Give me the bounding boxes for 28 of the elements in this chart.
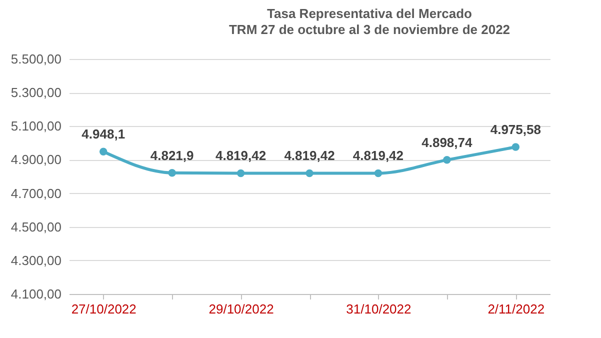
y-tick-label: 5.100,00 <box>10 118 62 134</box>
point <box>99 148 108 156</box>
point <box>512 143 520 151</box>
point <box>236 169 245 178</box>
x-tick-label: 31/10/2022 <box>346 302 412 316</box>
x-tick-label: 2/11/2022 <box>488 302 545 316</box>
point <box>306 169 314 178</box>
y-tick-label: 4.100,00 <box>10 286 62 302</box>
data-label: 4.821,9 <box>150 148 194 163</box>
y-tick-label: 4.900,00 <box>10 152 62 168</box>
chart-title: Tasa Representativa del Mercado <box>267 6 472 21</box>
y-tick-label: 5.500,00 <box>10 52 62 66</box>
point <box>443 156 451 164</box>
data-label: 4.819,42 <box>215 148 266 164</box>
data-label: 4.819,42 <box>284 148 335 164</box>
data-label: 4.948,1 <box>82 126 126 142</box>
data-label: 4.819,42 <box>352 148 404 164</box>
x-tick-label: 27/10/2022 <box>71 302 136 316</box>
y-tick-label: 5.300,00 <box>10 85 62 100</box>
data-label: 4.898,74 <box>422 134 473 150</box>
y-tick-label: 4.700,00 <box>10 186 62 201</box>
chart-subtitle: TRM 27 de octubre al 3 de noviembre de 2022 <box>228 22 510 37</box>
x-tick-label: 29/10/2022 <box>208 302 274 316</box>
y-tick-label: 4.300,00 <box>10 252 62 268</box>
y-tick-label: 4.500,00 <box>10 219 62 234</box>
point <box>374 169 382 178</box>
point <box>168 168 176 177</box>
data-label: 4.975,58 <box>490 122 541 138</box>
